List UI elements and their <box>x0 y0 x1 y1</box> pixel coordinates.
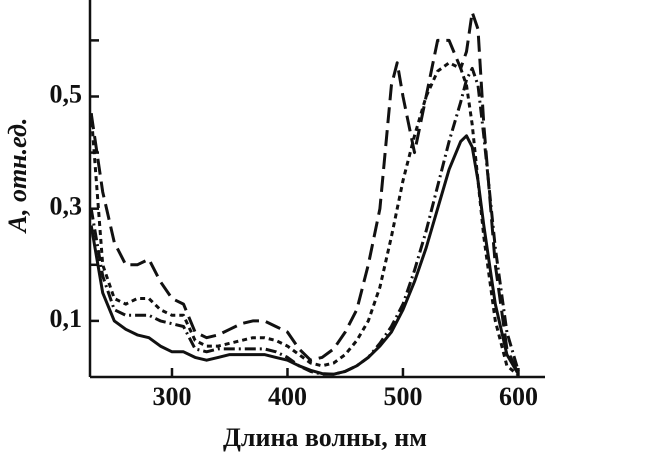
x-tick-label: 600 <box>499 382 538 411</box>
x-tick-label: 300 <box>152 382 191 411</box>
y-tick-label: 0,1 <box>50 304 83 333</box>
y-axis-label: A, отн.ед. <box>3 118 32 235</box>
y-tick-label: 0,5 <box>50 79 83 108</box>
y-tick-label: 0,3 <box>50 192 83 221</box>
x-axis-label: Длина волны, нм <box>223 423 427 452</box>
spectrum-line <box>89 61 520 377</box>
spectrum-line <box>89 10 520 375</box>
x-tick-label: 400 <box>268 382 307 411</box>
spectrum-line <box>89 66 520 376</box>
spectrum-line <box>89 134 520 376</box>
x-tick-label: 500 <box>383 382 422 411</box>
